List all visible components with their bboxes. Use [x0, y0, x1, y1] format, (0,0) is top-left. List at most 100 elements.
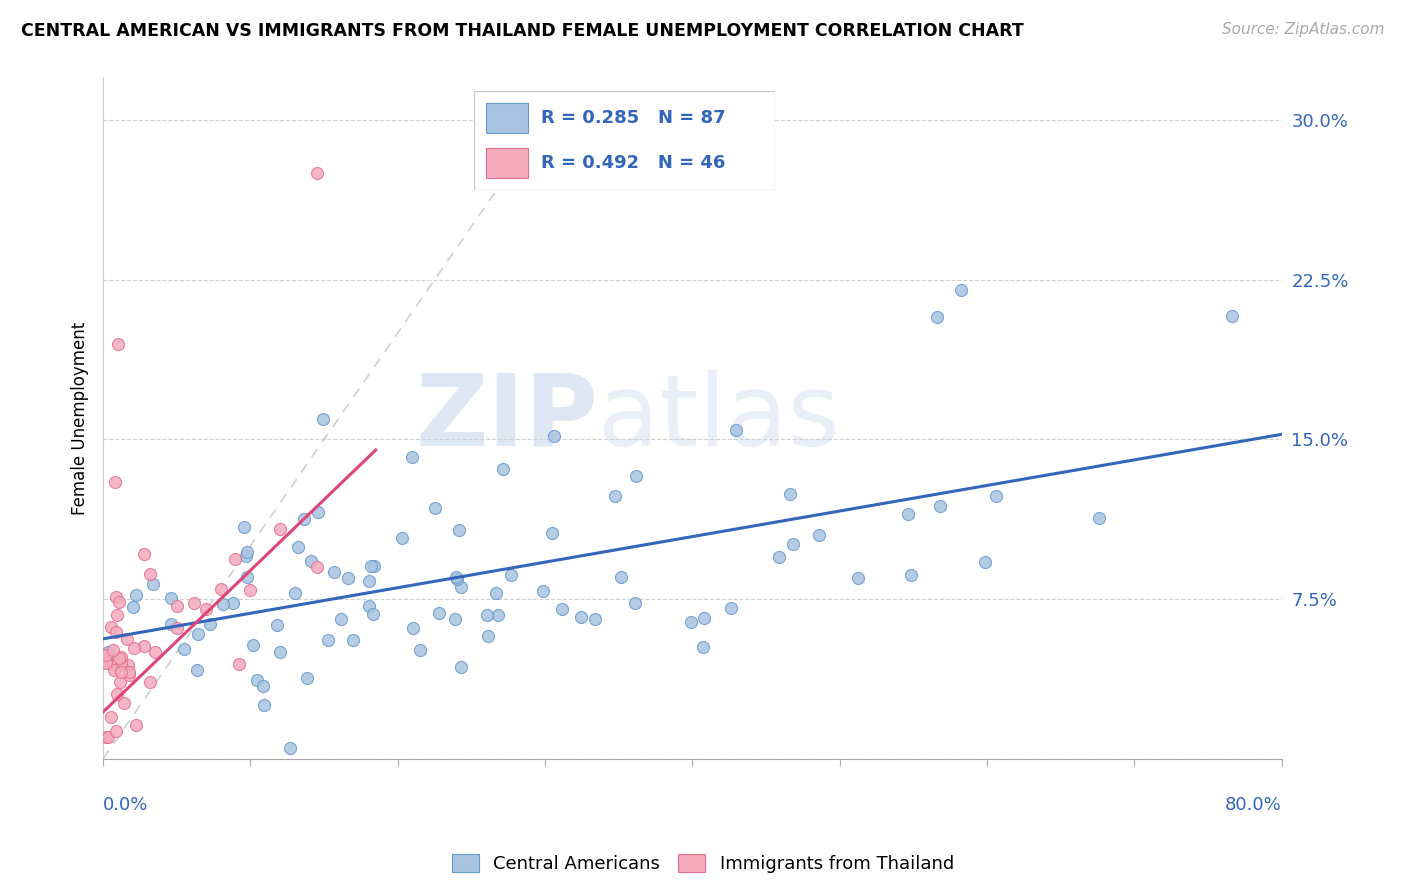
Point: [115, 632, 138, 646]
Point: [103, 663, 125, 677]
Point: [444, 612, 467, 626]
Point: [284, 586, 307, 600]
Point: [246, 673, 269, 687]
Point: [316, 632, 339, 647]
Point: [900, 567, 922, 582]
Point: [363, 559, 385, 574]
Point: [446, 572, 468, 586]
Point: [280, 741, 302, 756]
Point: [725, 423, 748, 437]
Point: [108, 594, 131, 608]
Point: [195, 602, 218, 616]
Point: [475, 608, 498, 623]
Point: [450, 580, 472, 594]
Point: [359, 574, 381, 588]
Point: [925, 310, 948, 325]
Point: [427, 606, 450, 620]
Point: [232, 520, 254, 534]
Point: [235, 549, 257, 564]
Point: [100, 710, 122, 724]
Point: [266, 618, 288, 632]
Point: [105, 591, 128, 605]
Point: [401, 450, 423, 464]
Point: [105, 686, 128, 700]
Point: [100, 657, 122, 671]
Point: [121, 600, 143, 615]
Point: [94, 656, 117, 670]
Point: [212, 598, 235, 612]
Point: [409, 642, 432, 657]
Point: [450, 660, 472, 674]
Point: [693, 611, 716, 625]
Point: [160, 617, 183, 632]
Point: [94, 648, 117, 663]
Point: [138, 674, 160, 689]
Point: [299, 554, 322, 568]
Point: [134, 547, 156, 561]
Point: [692, 640, 714, 654]
Point: [117, 658, 139, 673]
Point: [94, 731, 117, 745]
Legend: Central Americans, Immigrants from Thailand: Central Americans, Immigrants from Thail…: [447, 849, 959, 879]
Point: [603, 489, 626, 503]
Point: [104, 724, 127, 739]
Point: [330, 612, 353, 626]
Point: [142, 577, 165, 591]
Point: [305, 560, 328, 574]
Point: [132, 639, 155, 653]
Point: [337, 571, 360, 585]
Point: [117, 665, 139, 680]
Point: [118, 668, 141, 682]
Point: [1220, 309, 1243, 323]
Point: [110, 650, 132, 665]
Text: 80.0%: 80.0%: [1225, 797, 1282, 814]
Point: [543, 428, 565, 442]
Point: [311, 412, 333, 426]
Point: [287, 540, 309, 554]
Point: [846, 571, 869, 585]
Point: [485, 585, 508, 599]
Text: 0.0%: 0.0%: [103, 797, 149, 814]
Point: [145, 644, 167, 658]
Point: [139, 566, 162, 581]
Point: [97, 731, 120, 745]
Point: [104, 625, 127, 640]
Point: [623, 596, 645, 610]
Point: [808, 527, 831, 541]
Point: [779, 487, 801, 501]
Point: [228, 657, 250, 671]
Point: [125, 588, 148, 602]
Point: [186, 663, 208, 677]
Point: [624, 469, 647, 483]
Point: [720, 600, 742, 615]
Point: [425, 500, 447, 515]
Point: [486, 608, 509, 623]
Point: [236, 570, 259, 584]
Point: [104, 475, 127, 489]
Point: [242, 638, 264, 652]
Point: [224, 552, 246, 566]
Point: [447, 523, 470, 537]
Point: [166, 621, 188, 635]
Point: [342, 633, 364, 648]
Point: [610, 570, 633, 584]
Point: [236, 545, 259, 559]
Point: [239, 583, 262, 598]
Text: CENTRAL AMERICAN VS IMMIGRANTS FROM THAILAND FEMALE UNEMPLOYMENT CORRELATION CHA: CENTRAL AMERICAN VS IMMIGRANTS FROM THAI…: [21, 22, 1024, 40]
Point: [112, 696, 135, 710]
Point: [583, 612, 606, 626]
Point: [361, 607, 384, 621]
Point: [253, 698, 276, 713]
Point: [782, 537, 804, 551]
Text: atlas: atlas: [598, 369, 839, 467]
Point: [110, 665, 132, 679]
Point: [269, 645, 291, 659]
Point: [124, 640, 146, 655]
Point: [323, 565, 346, 579]
Point: [292, 512, 315, 526]
Y-axis label: Female Unemployment: Female Unemployment: [72, 321, 89, 515]
Point: [501, 568, 523, 582]
Point: [531, 584, 554, 599]
Point: [541, 525, 564, 540]
Point: [297, 671, 319, 685]
